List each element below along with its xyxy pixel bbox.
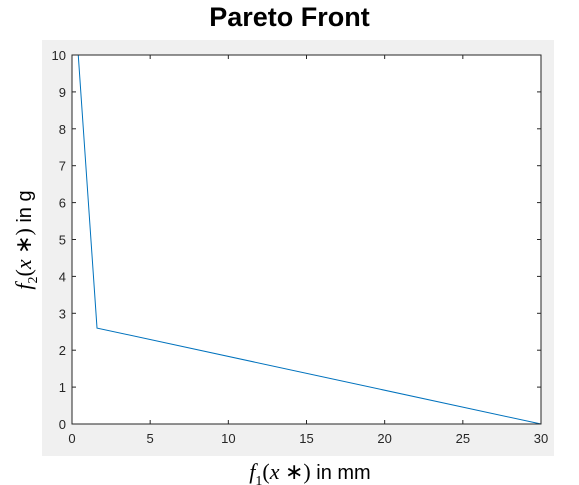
x-tick-label: 20 (377, 431, 391, 446)
ticks-layer: 0 5 10 15 20 25 30 0 1 2 3 4 5 6 7 8 9 10 (52, 48, 549, 446)
y-tick-label: 0 (59, 417, 66, 432)
x-axis-label: f1(x ∗) in mm (249, 459, 370, 485)
chart-title: Pareto Front (209, 2, 370, 32)
y-tick-label: 6 (59, 196, 66, 211)
x-tick-label: 10 (221, 431, 235, 446)
y-tick-label: 9 (59, 85, 66, 100)
y-axis-label: f2(x ∗) in g (11, 190, 41, 289)
x-tick-label: 0 (68, 431, 75, 446)
x-tick-label: 25 (456, 431, 470, 446)
y-tick-label: 8 (59, 122, 66, 137)
y-tick-label: 5 (59, 233, 66, 248)
plot-area (72, 55, 541, 424)
x-tick-label: 15 (299, 431, 313, 446)
y-tick-label: 1 (59, 380, 66, 395)
x-tick-label: 5 (147, 431, 154, 446)
y-tick-label: 2 (59, 343, 66, 358)
y-tick-label: 7 (59, 159, 66, 174)
y-tick-label: 4 (59, 269, 66, 284)
y-tick-label: 10 (52, 48, 66, 63)
pareto-front-line (77, 54, 542, 425)
series-layer (77, 54, 542, 425)
y-tick-label: 3 (59, 306, 66, 321)
x-tick-label: 30 (534, 431, 548, 446)
